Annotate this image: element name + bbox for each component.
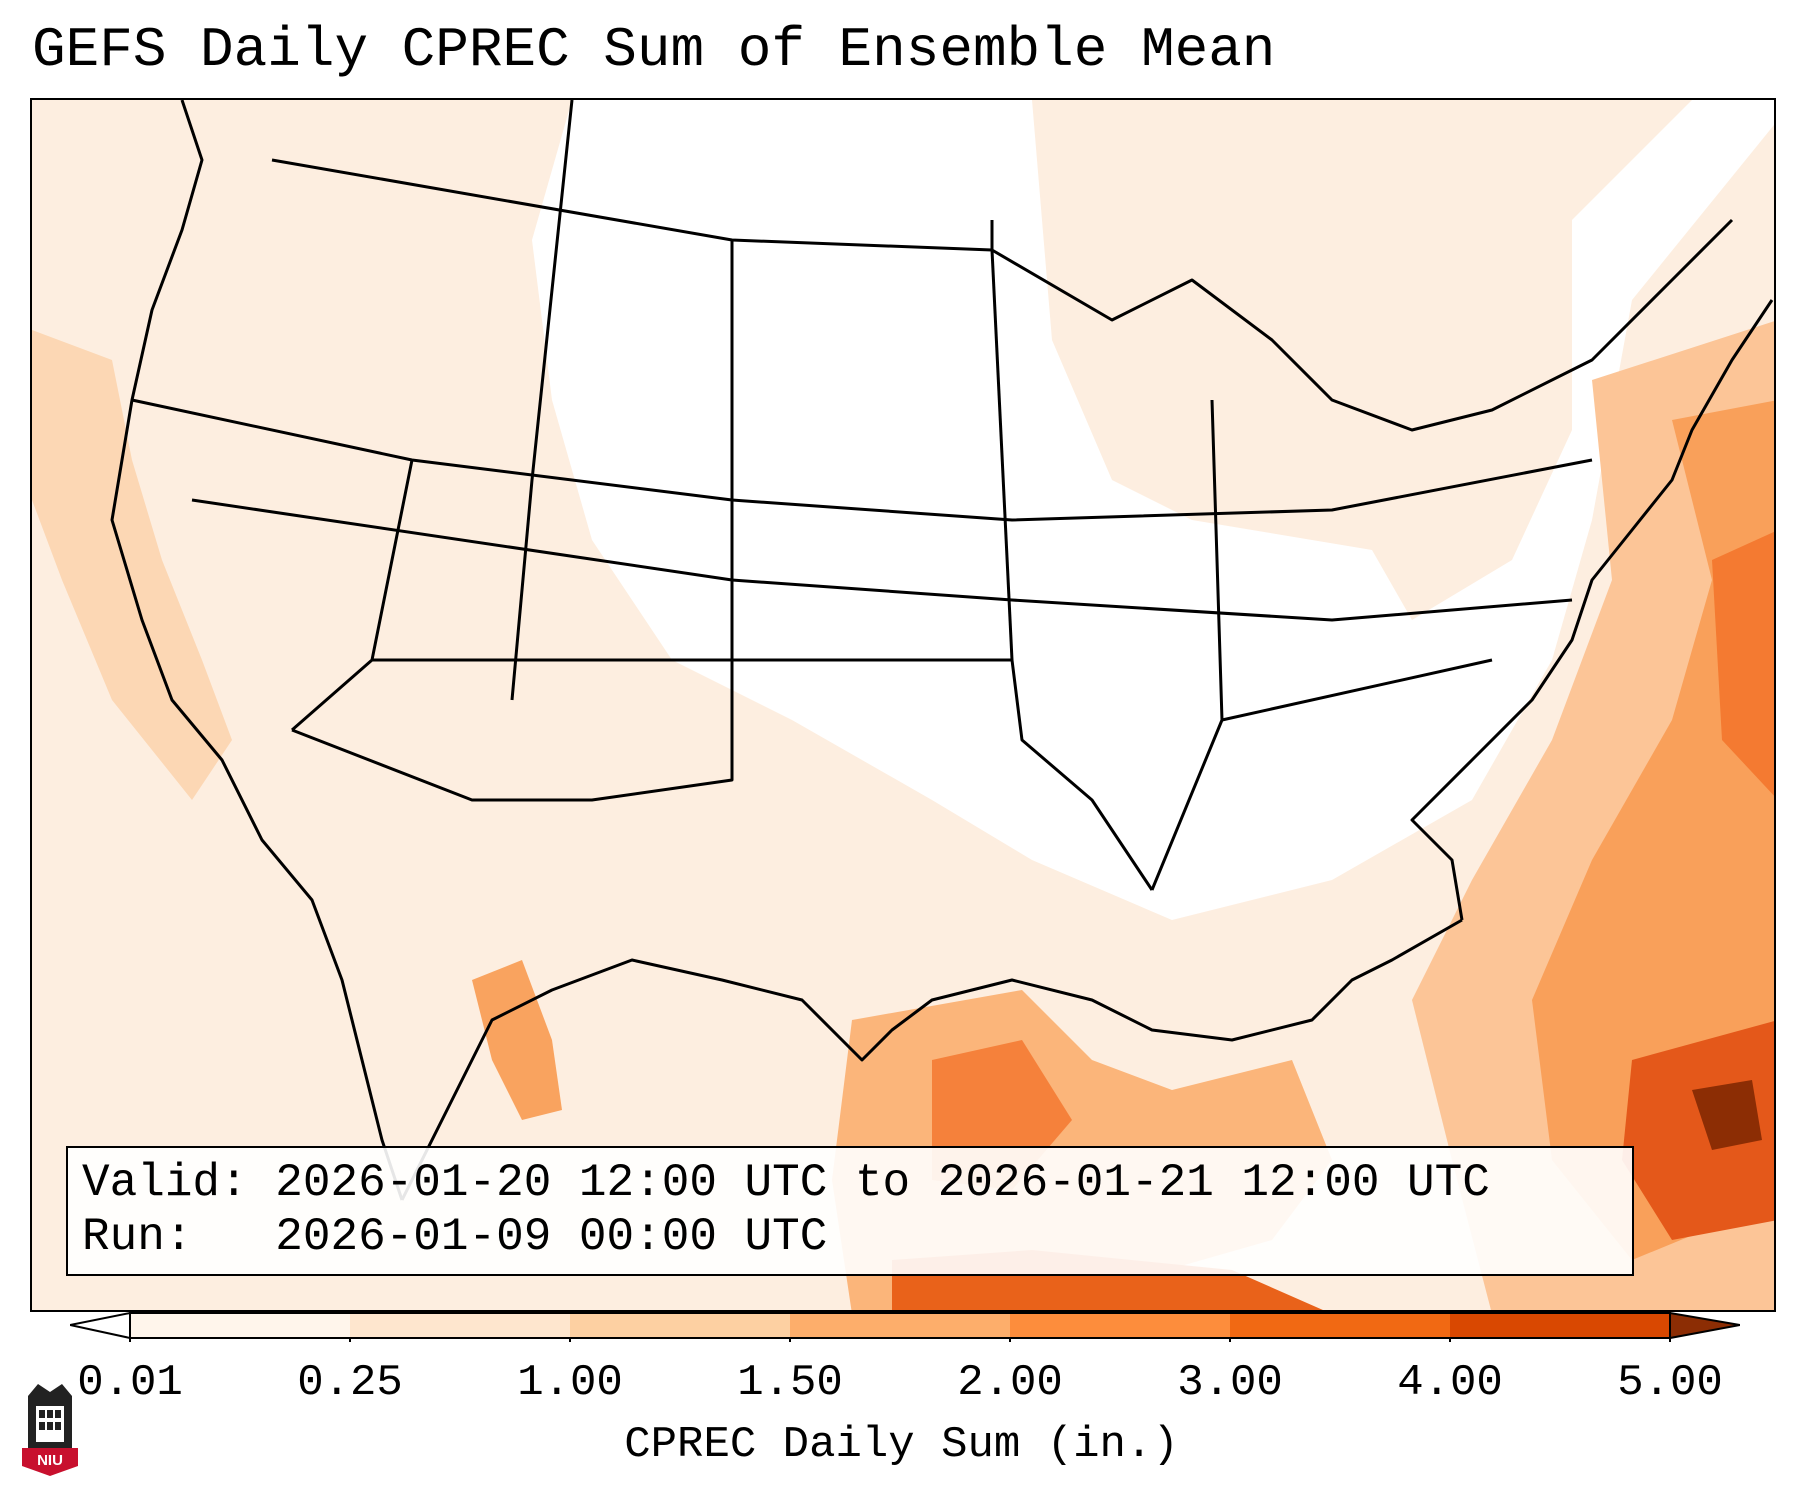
dry-region-interior bbox=[532, 100, 1774, 920]
state-line-4 bbox=[510, 100, 574, 701]
canada-border bbox=[271, 158, 994, 252]
colorbar-segment bbox=[1010, 1313, 1231, 1338]
colorbar-tick-label: 2.00 bbox=[957, 1358, 1063, 1408]
gulf-coastline bbox=[400, 918, 1463, 1201]
run-label: Run: bbox=[82, 1211, 193, 1263]
colorbar-segment bbox=[1230, 1313, 1451, 1338]
precip-band-west-coast bbox=[32, 330, 232, 800]
valid-line: Valid: 2026-01-20 12:00 UTC to 2026-01-2… bbox=[82, 1156, 1618, 1210]
state-line-6 bbox=[990, 249, 1014, 661]
colorbar-tick-label: 0.25 bbox=[297, 1358, 403, 1408]
run-time: 2026-01-09 00:00 UTC bbox=[275, 1211, 828, 1263]
niu-logo-text: NIU bbox=[37, 1452, 63, 1469]
colorbar-segment bbox=[1450, 1313, 1671, 1338]
colorbar-tick-label: 1.00 bbox=[517, 1358, 623, 1408]
precip-core-atlantic-north bbox=[1712, 531, 1774, 796]
colorbar-tick-label: 4.00 bbox=[1397, 1358, 1503, 1408]
colorbar-title: CPREC Daily Sum (in.) bbox=[624, 1420, 1179, 1470]
state-line-2 bbox=[191, 498, 1573, 622]
colorbar-extend-low bbox=[70, 1312, 131, 1340]
valid-start: 2026-01-20 12:00 UTC bbox=[275, 1157, 828, 1209]
precip-patch-mexico bbox=[472, 960, 562, 1120]
precip-max-caribbean bbox=[1692, 1080, 1762, 1150]
colorbar-outline bbox=[129, 1312, 1671, 1339]
colorbar-segment bbox=[570, 1313, 791, 1338]
great-lakes-border bbox=[991, 218, 1734, 432]
colorbar-tick-label: 3.00 bbox=[1177, 1358, 1283, 1408]
map-title: GEFS Daily CPREC Sum of Ensemble Mean bbox=[32, 18, 1276, 82]
precip-map bbox=[32, 100, 1774, 1310]
political-boundaries bbox=[110, 100, 1774, 1201]
colorbar-tick-label: 0.01 bbox=[77, 1358, 183, 1408]
colorbar-tick-label: 1.50 bbox=[737, 1358, 843, 1408]
state-line-1 bbox=[131, 398, 1593, 522]
colorbar bbox=[70, 1312, 1740, 1342]
colorbar-segment bbox=[130, 1313, 351, 1338]
precip-core-caribbean bbox=[1622, 1021, 1774, 1240]
colorbar-extend-high bbox=[1669, 1312, 1740, 1340]
valid-run-info-box: Valid: 2026-01-20 12:00 UTC to 2026-01-2… bbox=[66, 1146, 1634, 1276]
valid-label: Valid: bbox=[82, 1157, 248, 1209]
colorbar-tick-label: 5.00 bbox=[1617, 1358, 1723, 1408]
atlantic-coastline bbox=[1410, 299, 1774, 921]
valid-connector: to bbox=[854, 1157, 911, 1209]
colorbar-segment bbox=[790, 1313, 1011, 1338]
map-panel bbox=[30, 98, 1776, 1312]
valid-end: 2026-01-21 12:00 UTC bbox=[937, 1157, 1490, 1209]
pacific-coastline bbox=[110, 100, 404, 1201]
colorbar-segment bbox=[350, 1313, 571, 1338]
niu-logo: NIU bbox=[22, 1384, 78, 1476]
state-line-9 bbox=[1221, 658, 1493, 722]
run-line: Run: 2026-01-09 00:00 UTC bbox=[82, 1210, 1618, 1264]
